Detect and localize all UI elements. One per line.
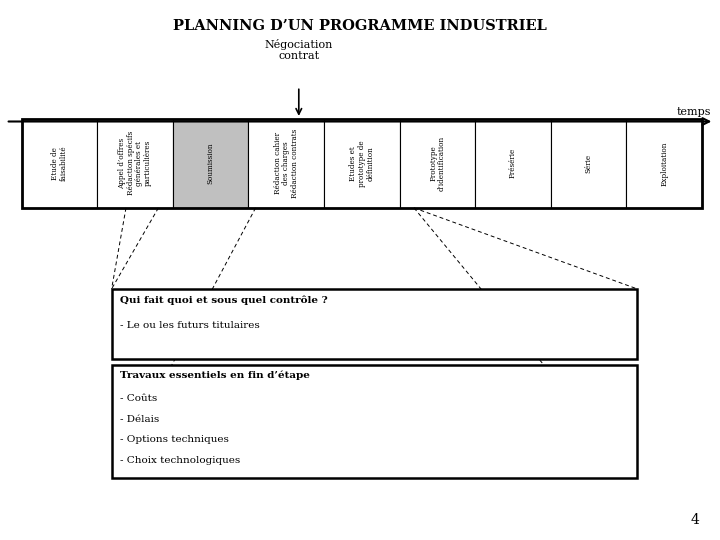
Text: - Choix technologiques: - Choix technologiques bbox=[120, 456, 240, 465]
Text: - Délais: - Délais bbox=[120, 415, 160, 424]
Text: Etude de
faisabilité: Etude de faisabilité bbox=[51, 146, 68, 181]
Text: Rédaction cahier
des charges
Rédaction contrats: Rédaction cahier des charges Rédaction c… bbox=[274, 129, 299, 198]
Text: Prototype
d’identification: Prototype d’identification bbox=[429, 136, 446, 191]
Bar bbox=[324, 119, 400, 208]
Bar bbox=[97, 119, 173, 208]
Bar bbox=[173, 119, 248, 208]
Text: Qui fait quoi et sous quel contrôle ?: Qui fait quoi et sous quel contrôle ? bbox=[120, 295, 328, 305]
Text: Exploitation: Exploitation bbox=[660, 141, 668, 186]
Text: - Options techniques: - Options techniques bbox=[120, 435, 229, 444]
Text: temps: temps bbox=[677, 107, 711, 117]
Text: - Coûts: - Coûts bbox=[120, 394, 158, 403]
Text: Négociation
contrat: Négociation contrat bbox=[265, 39, 333, 62]
Text: PLANNING D’UN PROGRAMME INDUSTRIEL: PLANNING D’UN PROGRAMME INDUSTRIEL bbox=[173, 19, 547, 33]
Bar bbox=[22, 119, 97, 208]
Bar bbox=[248, 119, 324, 208]
Bar bbox=[475, 119, 551, 208]
Text: - Le ou les futurs titulaires: - Le ou les futurs titulaires bbox=[120, 321, 260, 330]
Text: Travaux essentiels en fin d’étape: Travaux essentiels en fin d’étape bbox=[120, 371, 310, 381]
Bar bbox=[112, 289, 637, 359]
Bar bbox=[551, 119, 626, 208]
Text: Appel d’offres
Rédaction spécifs
générales et
particulières: Appel d’offres Rédaction spécifs général… bbox=[118, 131, 152, 195]
Text: Série: Série bbox=[585, 154, 593, 173]
Bar bbox=[626, 119, 702, 208]
Text: Soumission: Soumission bbox=[207, 143, 215, 184]
Bar bbox=[400, 119, 475, 208]
Text: Etudes et
prototype de
définition: Etudes et prototype de définition bbox=[349, 140, 374, 187]
Text: Présérie: Présérie bbox=[509, 148, 517, 179]
Bar bbox=[22, 119, 702, 208]
Bar bbox=[112, 364, 637, 478]
Text: 4: 4 bbox=[691, 512, 700, 526]
